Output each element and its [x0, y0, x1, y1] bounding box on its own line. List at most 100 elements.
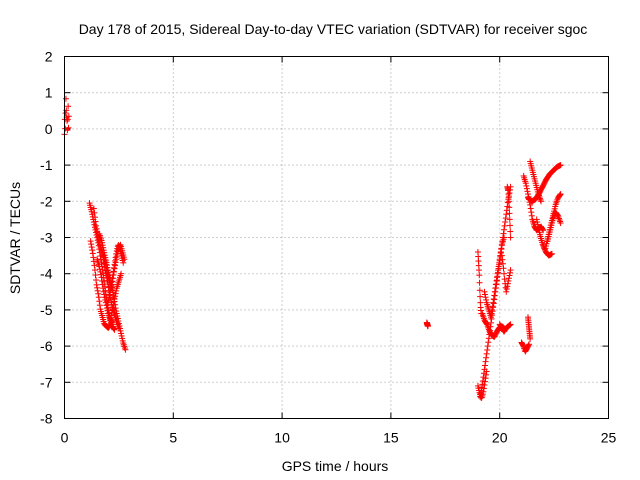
- data-point: [480, 374, 487, 381]
- data-point: [503, 286, 510, 293]
- data-point: [95, 290, 102, 297]
- data-point: [113, 287, 120, 294]
- data-point: [488, 310, 495, 317]
- data-point: [90, 254, 97, 261]
- data-point: [482, 294, 489, 301]
- data-point: [495, 263, 502, 270]
- x-tick-label: 25: [601, 430, 617, 446]
- data-point: [112, 257, 119, 264]
- data-point: [536, 193, 543, 200]
- data-point: [485, 339, 492, 346]
- data-point: [522, 180, 529, 187]
- data-point: [494, 270, 501, 277]
- data-point: [110, 268, 117, 275]
- data-point: [110, 301, 117, 308]
- data-point: [538, 198, 545, 205]
- data-point: [103, 264, 110, 271]
- data-point: [109, 271, 116, 278]
- data-point: [500, 265, 507, 272]
- data-point: [101, 294, 108, 301]
- data-point: [481, 366, 488, 373]
- data-point: [111, 296, 118, 303]
- data-point: [111, 326, 118, 333]
- data-point: [539, 241, 546, 248]
- data-point: [496, 259, 503, 266]
- data-point: [540, 227, 547, 234]
- data-point: [108, 309, 115, 316]
- data-point: [92, 218, 99, 225]
- data-point: [482, 362, 489, 369]
- data-point: [65, 113, 72, 120]
- data-point: [520, 342, 527, 349]
- data-point: [507, 269, 514, 276]
- data-point: [111, 261, 118, 268]
- data-point: [499, 256, 506, 263]
- data-point: [62, 110, 69, 117]
- data-point: [108, 312, 115, 319]
- data-point: [527, 335, 534, 342]
- data-point: [557, 220, 564, 227]
- data-point: [506, 204, 513, 211]
- data-point: [504, 199, 511, 206]
- data-point: [103, 305, 110, 312]
- data-point: [489, 306, 496, 313]
- data-point: [492, 281, 499, 288]
- data-point: [501, 276, 508, 283]
- x-tick-label: 0: [61, 430, 69, 446]
- data-point: [497, 248, 504, 255]
- data-point: [109, 304, 116, 311]
- data-point: [534, 218, 541, 225]
- chart-title: Day 178 of 2015, Sidereal Day-to-day VTE…: [79, 21, 588, 37]
- data-point: [91, 214, 98, 221]
- data-point: [507, 222, 514, 229]
- data-point: [96, 263, 103, 270]
- data-point: [107, 315, 114, 322]
- data-point: [535, 224, 542, 231]
- data-point: [548, 250, 555, 257]
- data-point: [492, 285, 499, 292]
- data-point: [93, 281, 100, 288]
- data-point: [507, 228, 514, 235]
- data-point: [557, 191, 564, 198]
- data-point: [482, 291, 489, 298]
- data-point: [502, 218, 509, 225]
- data-point: [507, 234, 514, 241]
- data-point: [504, 280, 511, 287]
- data-point: [478, 387, 485, 394]
- data-point: [122, 346, 129, 353]
- data-point: [487, 314, 494, 321]
- data-point: [554, 212, 561, 219]
- data-point: [97, 268, 104, 275]
- data-point: [90, 205, 97, 212]
- data-point: [527, 205, 534, 212]
- y-tick-label: -3: [40, 230, 53, 246]
- data-point: [533, 216, 540, 223]
- data-point: [106, 292, 113, 299]
- data-point: [87, 238, 94, 245]
- data-point: [479, 381, 486, 388]
- data-point: [525, 342, 532, 349]
- data-point: [93, 277, 100, 284]
- data-point: [88, 241, 95, 248]
- data-point: [527, 201, 534, 208]
- data-point: [495, 267, 502, 274]
- data-point: [524, 188, 531, 195]
- data-point: [111, 325, 118, 332]
- data-point: [493, 277, 500, 284]
- data-point: [483, 296, 490, 303]
- data-point: [504, 283, 511, 290]
- data-point: [482, 358, 489, 365]
- data-point: [112, 305, 119, 312]
- data-point: [94, 287, 101, 294]
- data-point: [477, 293, 484, 300]
- data-point: [502, 215, 509, 222]
- data-point: [507, 267, 514, 274]
- data-point: [499, 260, 506, 267]
- data-point: [424, 323, 431, 330]
- y-tick-label: -2: [40, 193, 53, 209]
- y-axis-label: SDTVAR / TECUs: [7, 182, 23, 294]
- data-point: [476, 287, 483, 294]
- data-point: [557, 162, 564, 169]
- data-point: [476, 279, 483, 286]
- x-tick-label: 5: [169, 430, 177, 446]
